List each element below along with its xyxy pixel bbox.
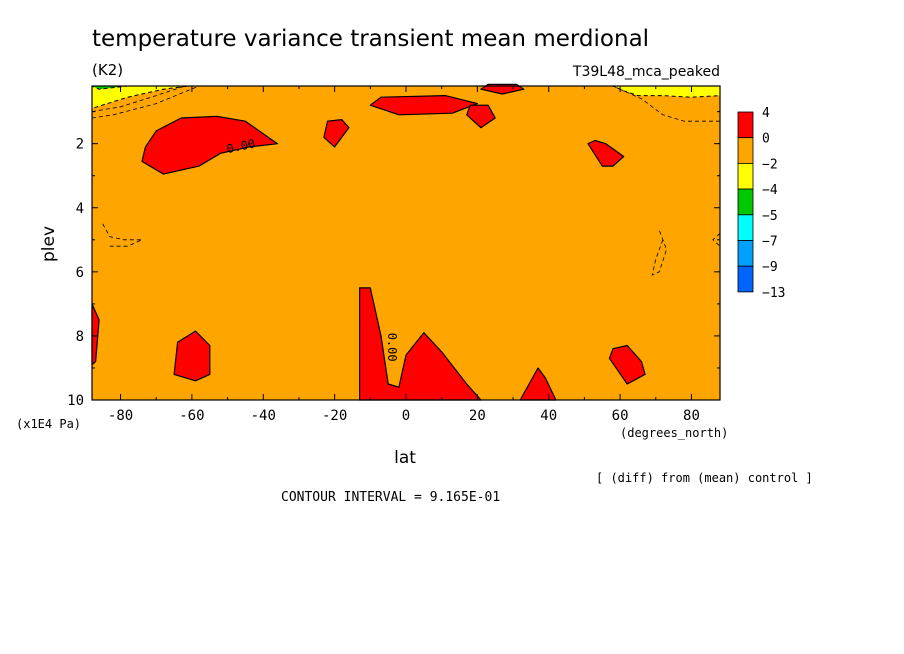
x-tick-label: 40 — [540, 408, 557, 424]
x-tick-label: 20 — [469, 408, 486, 424]
dashed-contours — [91, 85, 721, 276]
positive-region-upper-sub-3 — [466, 104, 496, 129]
x-tick-label: 60 — [612, 408, 629, 424]
y-tick-label: 2 — [76, 137, 84, 153]
legend-label: −7 — [762, 235, 778, 250]
x-tick-label: -40 — [251, 408, 276, 424]
positive-region-sh-upper-jet — [141, 115, 279, 175]
experiment-label: T39L48_mca_peaked — [572, 64, 720, 80]
legend-swatch — [737, 162, 754, 190]
legend-label: −2 — [762, 157, 778, 172]
chart-title: temperature variance transient mean merd… — [92, 26, 649, 52]
positive-region-upper-sub-2 — [369, 94, 478, 116]
dashed-contour-1 — [91, 85, 185, 112]
legend-swatch — [737, 214, 754, 241]
legend-swatch — [737, 111, 754, 139]
dashed-contour-6 — [712, 233, 721, 247]
legend-label: 0 — [762, 132, 770, 147]
dashed-contour-5 — [102, 223, 143, 247]
x-tick-label: -20 — [322, 408, 347, 424]
positive-region-equatorial-column — [359, 287, 482, 401]
dashed-contour-3 — [612, 85, 720, 122]
legend-swatch — [737, 137, 754, 164]
x-tick-label: -60 — [179, 408, 204, 424]
y-axis-label: plev — [39, 226, 59, 262]
legend-label: −5 — [762, 209, 778, 224]
positive-region-sh-lower — [173, 330, 211, 382]
dashed-contour-4 — [651, 230, 667, 276]
y-axis-units: (x1E4 Pa) — [16, 417, 81, 431]
x-tick-label: -80 — [108, 408, 133, 424]
positive-regions — [91, 83, 646, 401]
y-tick-label: 6 — [76, 265, 84, 281]
difference-note: [ (diff) from (mean) control ] — [596, 471, 813, 485]
x-tick-label: 80 — [683, 408, 700, 424]
x-tick-label: 0 — [402, 408, 410, 424]
plot-area: -80 -60 -40 -20 0 20 40 60 80 2 4 6 8 10 — [67, 83, 721, 424]
y-tick-label: 8 — [76, 329, 84, 345]
color-legend: 4 0 −2 −4 −5 −7 −9 −13 — [737, 106, 785, 301]
contour-label: 0.00 — [225, 137, 256, 157]
x-axis-units: (degrees_north) — [620, 426, 728, 440]
legend-swatch — [737, 265, 754, 293]
positive-region-nh-upper — [587, 139, 625, 167]
contour-interval: CONTOUR INTERVAL = 9.165E-01 — [281, 490, 500, 505]
positive-region-nh-lower — [608, 344, 646, 385]
y-tick-label: 10 — [67, 393, 84, 409]
x-axis-label: lat — [394, 448, 416, 468]
legend-label: −9 — [762, 260, 778, 275]
axis-ticks: -80 -60 -40 -20 0 20 40 60 80 2 4 6 8 10 — [67, 86, 720, 424]
units-label: (K2) — [92, 61, 123, 79]
y-tick-label: 4 — [76, 201, 84, 217]
positive-region-upper-sub-1 — [323, 118, 350, 148]
legend-label: −13 — [762, 286, 785, 301]
legend-label: 4 — [762, 106, 770, 121]
legend-swatch — [737, 240, 754, 267]
legend-swatch — [737, 188, 754, 216]
contour-label-vertical: 0.00 — [385, 333, 399, 362]
legend-label: −4 — [762, 183, 778, 198]
dashed-contour-2 — [91, 85, 200, 119]
